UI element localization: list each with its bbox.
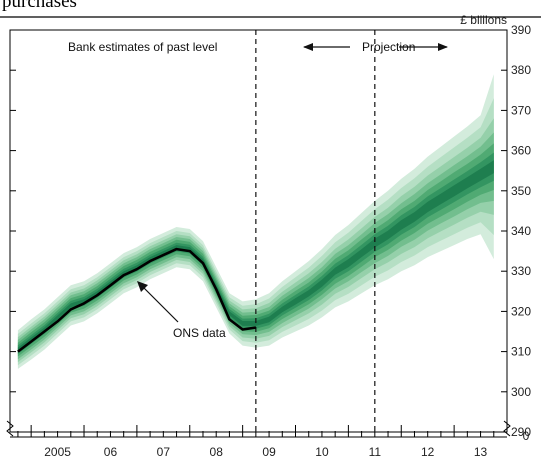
ons-data-annotation: ONS data [137, 281, 226, 340]
x-tick-label-12: 12 [421, 445, 435, 459]
projection-arrowhead-left [303, 43, 313, 51]
ons-arrowhead [137, 281, 148, 292]
y-tick-label-390: 390 [511, 23, 531, 37]
ons-data-label: ONS data [173, 326, 226, 340]
x-tick-label-08: 08 [210, 445, 224, 459]
y-tick-label-300: 300 [511, 385, 531, 399]
ons-data-line [17, 247, 257, 353]
projection-annotation: Projection [303, 40, 448, 54]
y-tick-label-360: 360 [511, 144, 531, 158]
past-level-label: Bank estimates of past level [68, 40, 217, 54]
unit-label: £ billions [460, 13, 507, 27]
y-tick-label-330: 330 [511, 264, 531, 278]
y-origin-label: 0 [523, 429, 530, 443]
projection-arrowhead-right [438, 43, 448, 51]
y-tick-label-310: 310 [511, 345, 531, 359]
axis-break-right [503, 420, 511, 437]
x-tick-label-10: 10 [315, 445, 329, 459]
data-lines [17, 30, 376, 432]
y-tick-label-320: 320 [511, 304, 531, 318]
x-tick-label-2005: 2005 [44, 445, 71, 459]
x-tick-label-13: 13 [474, 445, 488, 459]
axes: 290 300 310 320 330 340 350 360 370 380 390 0 2005 06… [6, 23, 531, 459]
y-tick-label-350: 350 [511, 184, 531, 198]
x-tick-label-11: 11 [369, 445, 382, 459]
x-tick-label-06: 06 [104, 445, 118, 459]
chart-caption-fragment: purchases [2, 0, 77, 12]
y-tick-label-290: 290 [511, 425, 531, 439]
y-tick-label-340: 340 [511, 224, 531, 238]
projection-label: Projection [362, 40, 415, 54]
y-tick-label-380: 380 [511, 63, 531, 77]
ons-arrow-shaft [141, 285, 179, 323]
x-tick-label-07: 07 [157, 445, 171, 459]
x-tick-label-09: 09 [262, 445, 276, 459]
y-tick-label-370: 370 [511, 103, 531, 117]
axis-break-left [6, 420, 14, 437]
